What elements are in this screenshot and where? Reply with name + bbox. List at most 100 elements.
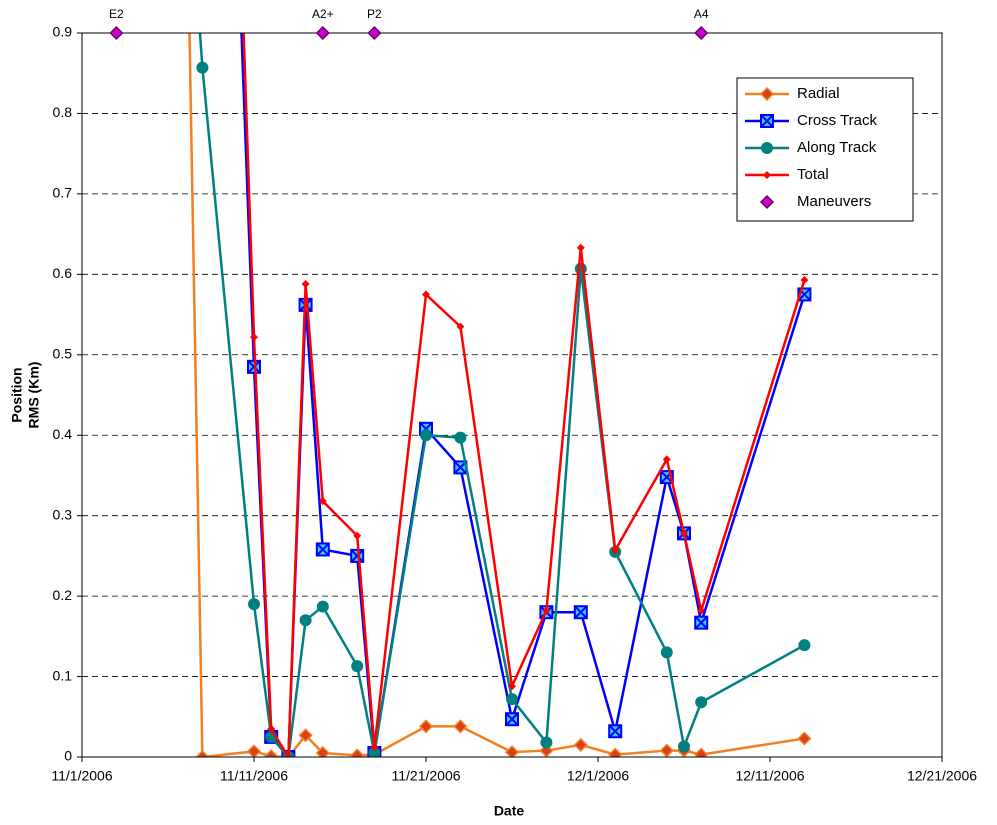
marker-shape [505, 712, 519, 726]
marker-shape [267, 724, 276, 733]
marker-shape [370, 743, 379, 752]
legend-label: Radial [797, 85, 840, 102]
marker [798, 639, 811, 652]
legend-label: Maneuvers [797, 193, 871, 210]
marker-shape [694, 25, 709, 41]
marker-shape [542, 606, 551, 615]
marker-shape [418, 719, 434, 734]
marker [315, 745, 330, 757]
marker-shape [761, 142, 773, 154]
marker [196, 61, 209, 74]
marker [250, 333, 258, 342]
marker [797, 731, 812, 746]
marker-shape [367, 25, 382, 41]
marker-shape [611, 546, 620, 555]
marker-shape [453, 719, 468, 734]
y-tick-label: 0 [64, 748, 72, 764]
marker-shape [250, 333, 258, 342]
marker [678, 740, 690, 753]
grid: 0 0.1 0.2 0.3 0.4 0.5 0.6 0.7 0.8 0.9 11/1/2006 11/… [51, 24, 977, 784]
marker [248, 598, 260, 611]
marker [505, 712, 519, 727]
marker [368, 746, 381, 757]
marker [284, 753, 293, 757]
marker [456, 322, 465, 331]
marker [506, 693, 518, 706]
y-axis-title: Position [9, 367, 25, 422]
x-tick-label: 12/1/2006 [567, 768, 629, 784]
marker-shape [506, 693, 518, 706]
marker [660, 646, 673, 659]
x-tick-label: 12/11/2006 [735, 768, 804, 784]
marker-shape [454, 431, 467, 444]
marker-shape [368, 746, 381, 757]
marker [298, 728, 313, 743]
marker-shape [797, 731, 812, 746]
marker [694, 747, 709, 757]
marker-shape [299, 614, 312, 627]
annotation: A2+ [312, 7, 334, 21]
marker [264, 749, 279, 757]
marker-shape [798, 639, 811, 652]
legend: Radial Cross Track Along Track Total Maneuve… [736, 77, 914, 222]
annotation: P2 [367, 7, 382, 21]
x-tick-label: 11/1/2006 [51, 768, 112, 784]
marker-shape [284, 753, 293, 757]
marker-shape [301, 279, 310, 288]
y-tick-label: 0.2 [53, 587, 73, 603]
marker [573, 737, 588, 752]
marker-shape [694, 747, 709, 757]
marker [800, 275, 809, 284]
marker [315, 542, 330, 557]
marker [350, 548, 365, 563]
marker-shape [298, 728, 313, 743]
marker-shape [195, 749, 210, 757]
marker [299, 614, 312, 627]
marker-shape [576, 243, 585, 252]
marker [109, 25, 124, 41]
marker-shape [246, 744, 262, 757]
marker [697, 606, 706, 615]
marker [353, 531, 362, 540]
y-axis-title: RMS (Km) [26, 362, 42, 429]
marker-shape [504, 745, 520, 757]
marker [574, 262, 587, 275]
marker [318, 497, 327, 506]
marker-shape [196, 61, 209, 74]
marker [540, 736, 553, 749]
marker [694, 25, 709, 41]
marker-shape [694, 615, 708, 630]
series-line [242, 33, 806, 757]
marks: E2 A2+ P2 A4 [109, 7, 709, 41]
marker [608, 724, 623, 739]
marker-shape [662, 455, 671, 464]
marker-shape [422, 290, 430, 299]
marker-shape [109, 25, 124, 41]
marker-shape [540, 736, 553, 749]
marker-shape [508, 682, 516, 691]
marker-shape [315, 745, 330, 757]
marker-shape [316, 542, 330, 557]
x-tick-label: 11/11/2006 [220, 768, 288, 784]
marker [420, 429, 432, 442]
marker-shape [800, 275, 809, 284]
marker-shape [660, 646, 673, 659]
marker [195, 749, 210, 757]
marker [454, 431, 467, 444]
marker [453, 719, 468, 734]
marker-shape [759, 86, 775, 102]
marker [759, 194, 775, 210]
y-tick-label: 0.3 [53, 506, 73, 522]
legend-label: Cross Track [797, 112, 878, 129]
marker [367, 25, 382, 41]
y-tick-label: 0.7 [53, 185, 73, 201]
annotation: A4 [694, 7, 709, 21]
marker-shape [760, 114, 774, 128]
x-axis-title: Date [494, 803, 525, 819]
marker-shape [316, 600, 329, 613]
marker [662, 455, 671, 464]
marker-shape [318, 497, 327, 506]
y-tick-label: 0.5 [53, 345, 73, 361]
marker-shape [695, 696, 708, 709]
marker-shape [697, 606, 706, 615]
